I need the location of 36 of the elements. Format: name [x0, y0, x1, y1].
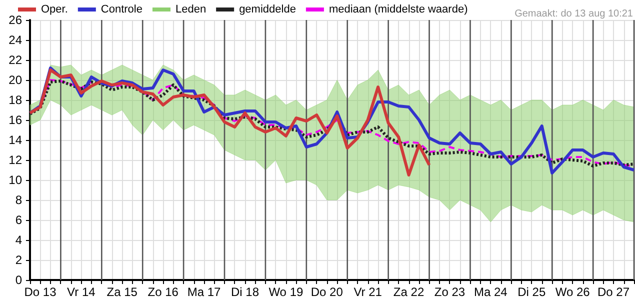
y-tick-label: 8: [15, 193, 22, 207]
y-tick-label: 0: [15, 273, 22, 287]
y-tick-label: 2: [15, 253, 22, 267]
y-tick-label: 20: [8, 73, 22, 87]
x-tick-label: Zo 16: [148, 285, 179, 299]
x-tick-label: Di 25: [518, 285, 546, 299]
y-tick-label: 14: [8, 133, 22, 147]
y-tick-label: 16: [8, 113, 22, 127]
line-series: [28, 68, 431, 176]
x-tick-label: Wo 26: [555, 285, 590, 299]
y-tick-label: 12: [8, 153, 22, 167]
x-tick-label: Ma 24: [474, 285, 508, 299]
y-tick-label: 26: [8, 13, 22, 27]
y-tick-label: 22: [8, 53, 22, 67]
y-tick-label: 24: [8, 33, 22, 47]
legend-label: Oper.: [41, 4, 68, 16]
legend-label: Leden: [175, 4, 206, 16]
x-tick-label: Vr 21: [354, 285, 382, 299]
x-tick-label: Wo 19: [268, 285, 304, 299]
x-tick-label: Zo 23: [434, 285, 466, 299]
y-tick-label: 6: [15, 213, 22, 227]
x-tick-label: Do 13: [24, 285, 57, 299]
y-tick-label: 10: [8, 173, 22, 187]
legend-label: gemiddelde: [239, 4, 296, 16]
text: Gemaakt: do 13 aug 10:21: [514, 8, 634, 20]
legend-label: Controle: [100, 4, 142, 16]
x-tick-label: Do 20: [310, 285, 344, 299]
x-tick-label: Za 22: [393, 285, 424, 299]
x-tick-label: Za 15: [106, 285, 138, 299]
x-tick-label: Ma 17: [187, 285, 222, 299]
x-tick-label: Vr 14: [67, 285, 96, 299]
x-tick-label: Do 27: [598, 285, 630, 299]
x-tick-label: Di 18: [230, 285, 260, 299]
y-tick-label: 18: [8, 93, 22, 107]
y-tick-label: 4: [15, 233, 22, 247]
legend-label: mediaan (middelste waarde): [328, 4, 468, 16]
